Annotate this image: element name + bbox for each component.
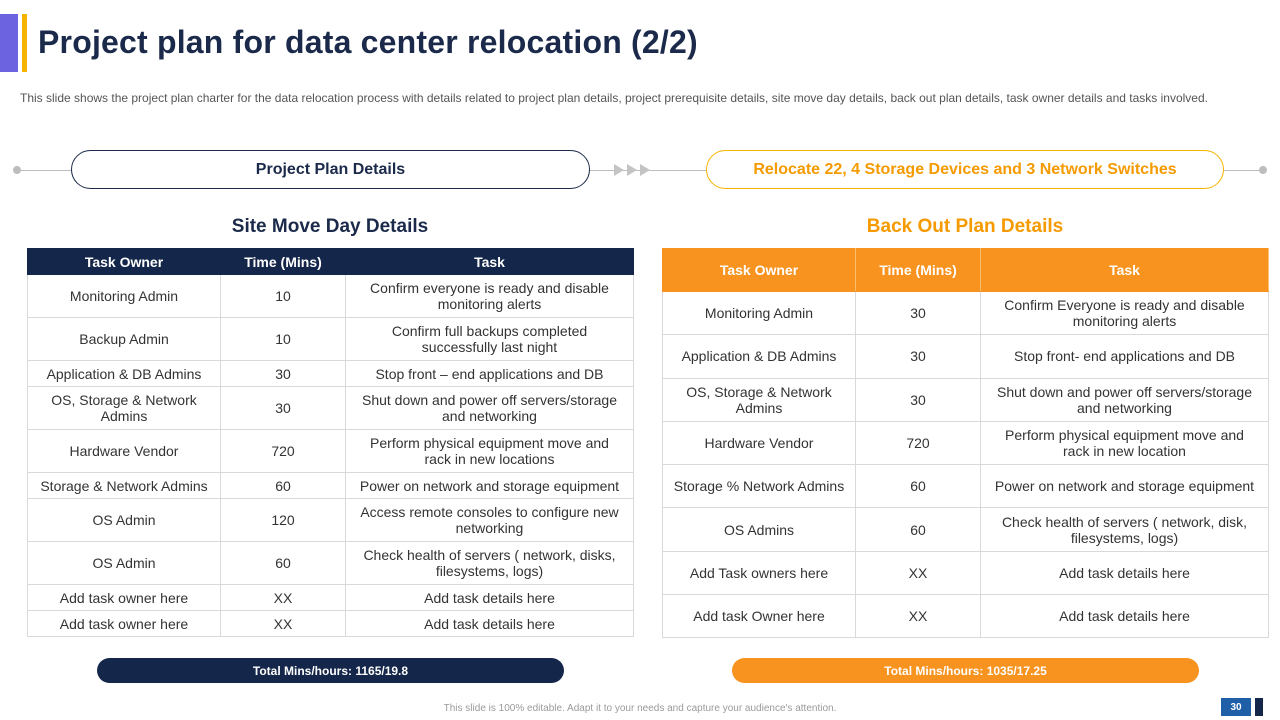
cell-time: 10 [220, 274, 346, 318]
cell-task-owner: OS Admins [662, 507, 856, 552]
cell-time: 120 [220, 498, 346, 542]
cell-task-owner: Hardware Vendor [27, 429, 221, 473]
table-row: Storage & Network Admins 60 Power on net… [27, 472, 634, 499]
cell-task: Confirm Everyone is ready and disable mo… [980, 290, 1269, 336]
cell-task: Shut down and power off servers/storage … [345, 386, 634, 430]
cell-time: 10 [220, 317, 346, 361]
cell-task: Power on network and storage equipment [345, 472, 634, 499]
table-row: Storage % Network Admins 60 Power on net… [662, 464, 1269, 509]
cell-task-owner: Application & DB Admins [27, 360, 221, 387]
back-out-total-badge: Total Mins/hours: 1035/17.25 [732, 658, 1199, 683]
table-row: OS Admin 60 Check health of servers ( ne… [27, 541, 634, 585]
header-task-owner: Task Owner [27, 248, 221, 275]
cell-task: Confirm everyone is ready and disable mo… [345, 274, 634, 318]
table-row: Add task owner here XX Add task details … [27, 610, 634, 637]
cell-task: Add task details here [345, 584, 634, 611]
header-time-mins: Time (Mins) [220, 248, 346, 275]
cell-task-owner: Storage % Network Admins [662, 464, 856, 509]
cell-time: 30 [855, 334, 981, 379]
cell-task-owner: OS, Storage & Network Admins [27, 386, 221, 430]
cell-time: 30 [855, 290, 981, 336]
project-plan-details-pill: Project Plan Details [71, 150, 590, 189]
table-header-row: Task Owner Time (Mins) Task [662, 248, 1269, 292]
cell-task-owner: Add task owner here [27, 610, 221, 637]
header-time-mins: Time (Mins) [855, 248, 981, 292]
cell-task-owner: Monitoring Admin [27, 274, 221, 318]
header-task-owner: Task Owner [662, 248, 856, 292]
table-row: Monitoring Admin 10 Confirm everyone is … [27, 274, 634, 318]
back-out-plan-title: Back Out Plan Details [866, 216, 1064, 237]
back-out-plan-table: Task Owner Time (Mins) Task Monitoring A… [662, 248, 1269, 639]
table-row: Hardware Vendor 720 Perform physical equ… [662, 420, 1269, 466]
site-move-total-badge: Total Mins/hours: 1165/19.8 [97, 658, 564, 683]
table-row: Add task Owner here XX Add task details … [662, 594, 1269, 639]
accent-bar-purple [0, 14, 18, 72]
cell-task: Stop front- end applications and DB [980, 334, 1269, 379]
cell-task-owner: OS Admin [27, 498, 221, 542]
cell-task-owner: Add task owner here [27, 584, 221, 611]
table-row: Add Task owners here XX Add task details… [662, 550, 1269, 596]
cell-task: Check health of servers ( network, disk,… [980, 507, 1269, 552]
cell-time: 720 [220, 429, 346, 473]
cell-task: Perform physical equipment move and rack… [345, 429, 634, 473]
cell-task-owner: Storage & Network Admins [27, 472, 221, 499]
cell-task: Confirm full backups completed successfu… [345, 317, 634, 361]
cell-time: 60 [855, 507, 981, 552]
slide-description: This slide shows the project plan charte… [20, 91, 1208, 105]
footer-note: This slide is 100% editable. Adapt it to… [443, 703, 837, 714]
cell-task-owner: Add Task owners here [662, 550, 856, 596]
table-row: Application & DB Admins 30 Stop front- e… [662, 334, 1269, 379]
cell-time: 60 [220, 472, 346, 499]
cell-task: Add task details here [980, 550, 1269, 596]
table-row: OS Admins 60 Check health of servers ( n… [662, 507, 1269, 552]
cell-task: Perform physical equipment move and rack… [980, 420, 1269, 466]
table-row: Application & DB Admins 30 Stop front – … [27, 360, 634, 387]
cell-time: 720 [855, 420, 981, 466]
cell-time: 30 [220, 360, 346, 387]
cell-task: Stop front – end applications and DB [345, 360, 634, 387]
triple-arrow-icon [610, 160, 656, 180]
cell-task: Check health of servers ( network, disks… [345, 541, 634, 585]
cell-task-owner: Add task Owner here [662, 594, 856, 639]
page-number: 30 [1221, 698, 1251, 716]
cell-task-owner: Backup Admin [27, 317, 221, 361]
cell-task-owner: Monitoring Admin [662, 290, 856, 336]
cell-task: Add task details here [980, 594, 1269, 639]
cell-time: 60 [220, 541, 346, 585]
page-title: Project plan for data center relocation … [38, 24, 698, 60]
header-task: Task [980, 248, 1269, 292]
cell-task: Shut down and power off servers/storage … [980, 377, 1269, 422]
cell-task: Access remote consoles to configure new … [345, 498, 634, 542]
connector-dot-right [1259, 166, 1267, 174]
site-move-day-table: Task Owner Time (Mins) Task Monitoring A… [27, 248, 634, 637]
cell-task-owner: OS, Storage & Network Admins [662, 377, 856, 422]
cell-task-owner: Application & DB Admins [662, 334, 856, 379]
table-row: OS, Storage & Network Admins 30 Shut dow… [662, 377, 1269, 422]
table-row: Monitoring Admin 30 Confirm Everyone is … [662, 290, 1269, 336]
accent-bar-yellow [22, 14, 27, 72]
relocate-summary-pill: Relocate 22, 4 Storage Devices and 3 Net… [706, 150, 1224, 189]
table-row: Backup Admin 10 Confirm full backups com… [27, 317, 634, 361]
cell-task: Add task details here [345, 610, 634, 637]
table-row: OS Admin 120 Access remote consoles to c… [27, 498, 634, 542]
table-row: Add task owner here XX Add task details … [27, 584, 634, 611]
cell-time: XX [855, 550, 981, 596]
table-row: OS, Storage & Network Admins 30 Shut dow… [27, 386, 634, 430]
cell-time: 30 [220, 386, 346, 430]
page-number-accent [1255, 698, 1263, 716]
table-row: Hardware Vendor 720 Perform physical equ… [27, 429, 634, 473]
cell-time: 60 [855, 464, 981, 509]
cell-task-owner: OS Admin [27, 541, 221, 585]
connector-line-right [1223, 170, 1263, 171]
connector-line-left [17, 170, 73, 171]
cell-task-owner: Hardware Vendor [662, 420, 856, 466]
table-header-row: Task Owner Time (Mins) Task [27, 248, 634, 275]
header-task: Task [345, 248, 634, 275]
site-move-day-title: Site Move Day Details [231, 216, 429, 237]
cell-task: Power on network and storage equipment [980, 464, 1269, 509]
cell-time: XX [220, 584, 346, 611]
cell-time: XX [855, 594, 981, 639]
cell-time: XX [220, 610, 346, 637]
cell-time: 30 [855, 377, 981, 422]
